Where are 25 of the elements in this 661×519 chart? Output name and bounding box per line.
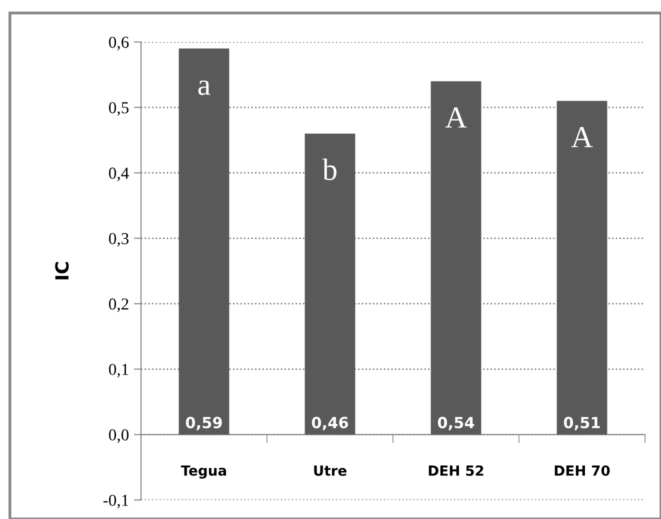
data-label: 0,46 — [312, 416, 348, 430]
y-tick-label: 0,1 — [108, 364, 128, 378]
bar — [430, 81, 482, 435]
y-tick-label: 0,2 — [108, 298, 128, 312]
bar — [556, 100, 608, 435]
y-tick-label: -0,1 — [103, 494, 128, 508]
annotation: a — [198, 80, 210, 96]
x-tick-label: Utre — [314, 466, 346, 476]
y-tick-label: 0,0 — [108, 429, 129, 443]
data-label: 0,59 — [186, 416, 222, 430]
y-tick-label: 0,4 — [108, 168, 129, 182]
bar — [178, 48, 230, 435]
y-tick-label: 0,3 — [108, 232, 129, 247]
y-axis-title: IC — [55, 262, 69, 280]
data-label: 0,54 — [438, 416, 474, 430]
annotation: b — [322, 158, 336, 180]
annotation: A — [445, 107, 467, 128]
x-tick-label: DEH 70 — [554, 465, 610, 476]
x-tick-label: Tegua — [180, 465, 226, 479]
data-label: 0,51 — [564, 416, 600, 430]
y-tick-label: 0,5 — [108, 102, 129, 116]
bar — [304, 134, 356, 435]
x-tick-label: DEH 52 — [428, 465, 484, 476]
y-tick-label: 0,6 — [108, 36, 129, 50]
annotation: A — [571, 126, 593, 148]
